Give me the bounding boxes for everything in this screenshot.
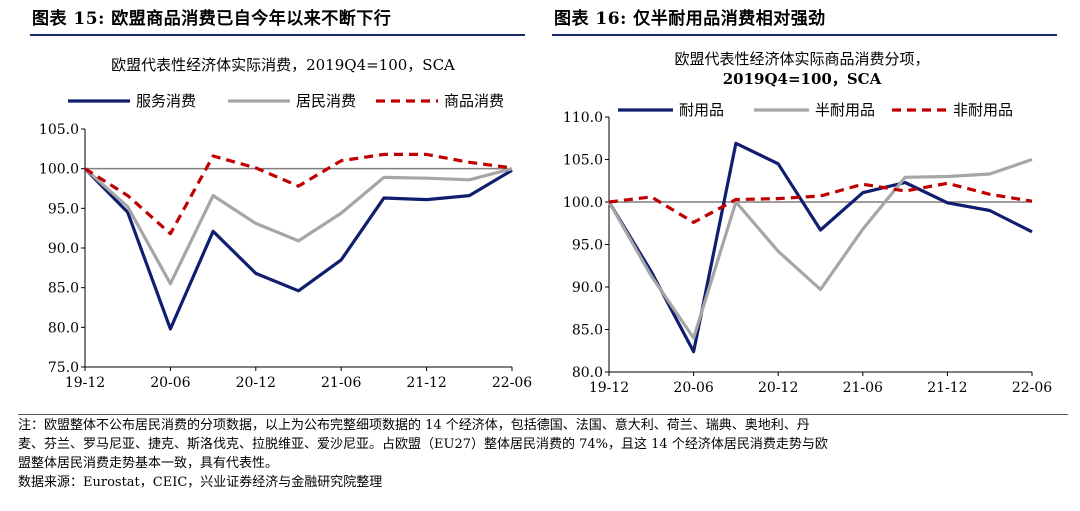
legend-label: 商品消费 xyxy=(444,92,504,110)
figure-15-title: 图表 15: 欧盟商品消费已自今年以来不断下行 xyxy=(32,9,392,29)
series-line-3 xyxy=(608,181,1033,224)
title-divider xyxy=(552,34,1057,36)
y-tick-label: 105.0 xyxy=(39,122,79,138)
y-tick-label: 80.0 xyxy=(572,365,603,381)
series-line-1 xyxy=(83,167,513,331)
series-line-3 xyxy=(84,152,513,236)
y-tick-label: 85.0 xyxy=(572,323,603,339)
y-tick-label: 100.0 xyxy=(563,195,603,211)
x-tick-label: 21-12 xyxy=(406,375,446,391)
figure-16-title: 图表 16: 仅半耐用品消费相对强劲 xyxy=(554,9,826,29)
chart-title: 2019Q4=100，SCA xyxy=(723,70,882,88)
note-line-1: 注：欧盟整体不公布居民消费的分项数据，以上为公布完整细项数据的 14 个经济体，… xyxy=(18,418,810,433)
x-tick-label: 21-06 xyxy=(843,380,883,396)
chart-title: 欧盟代表性经济体实际商品消费分项， xyxy=(674,50,929,68)
note-line-3: 盟整体居民消费走势基本一致，具有代表性。 xyxy=(18,456,279,471)
series-line-2 xyxy=(607,157,1033,340)
data-source: 数据来源：Eurostat，CEIC，兴业证券经济与金融研究院整理 xyxy=(18,475,383,490)
y-tick-label: 90.0 xyxy=(572,280,603,296)
series-line-2 xyxy=(83,167,513,286)
chart-eu-consumption: 欧盟代表性经济体实际消费，2019Q4=100，SCA 75.0 80.0 85.0 9… xyxy=(39,56,532,391)
x-tick-label: 21-12 xyxy=(927,380,967,396)
y-tick-label: 90.0 xyxy=(48,241,79,257)
legend-label: 半耐用品 xyxy=(815,101,875,119)
y-tick-label: 75.0 xyxy=(48,360,79,376)
x-tick-label: 22-06 xyxy=(492,375,532,391)
note-line-2: 麦、芬兰、罗马尼亚、捷克、斯洛伐克、拉脱维亚、爱沙尼亚。占欧盟（EU27）整体居… xyxy=(18,437,828,452)
x-tick-label: 20-12 xyxy=(236,375,276,391)
y-tick-label: 110.0 xyxy=(563,110,603,126)
x-tick-label: 20-06 xyxy=(673,380,713,396)
x-tick-label: 20-06 xyxy=(150,375,190,391)
x-tick-label: 19-12 xyxy=(589,380,629,396)
series-line-1 xyxy=(607,141,1033,354)
footnotes: 注：欧盟整体不公布居民消费的分项数据，以上为公布完整细项数据的 14 个经济体，… xyxy=(18,416,1068,492)
notes-divider xyxy=(18,414,1068,415)
y-tick-label: 105.0 xyxy=(563,153,603,169)
chart-goods-consumption-breakdown: 欧盟代表性经济体实际商品消费分项， 2019Q4=100，SCA 80.0 85.0 9… xyxy=(563,50,1052,396)
x-tick-label: 20-12 xyxy=(758,380,798,396)
y-tick-label: 95.0 xyxy=(572,238,603,254)
legend-label: 非耐用品 xyxy=(953,101,1013,119)
legend-label: 居民消费 xyxy=(296,92,356,110)
y-tick-label: 100.0 xyxy=(39,162,79,178)
legend-label: 耐用品 xyxy=(679,101,724,119)
chart-title: 欧盟代表性经济体实际消费，2019Q4=100，SCA xyxy=(111,56,455,74)
y-tick-label: 95.0 xyxy=(48,201,79,217)
x-tick-label: 21-06 xyxy=(321,375,361,391)
x-tick-label: 19-12 xyxy=(65,375,105,391)
x-tick-label: 22-06 xyxy=(1012,380,1052,396)
legend-label: 服务消费 xyxy=(136,92,196,110)
title-divider xyxy=(30,34,525,36)
y-tick-label: 80.0 xyxy=(48,320,79,336)
y-tick-label: 85.0 xyxy=(48,281,79,297)
